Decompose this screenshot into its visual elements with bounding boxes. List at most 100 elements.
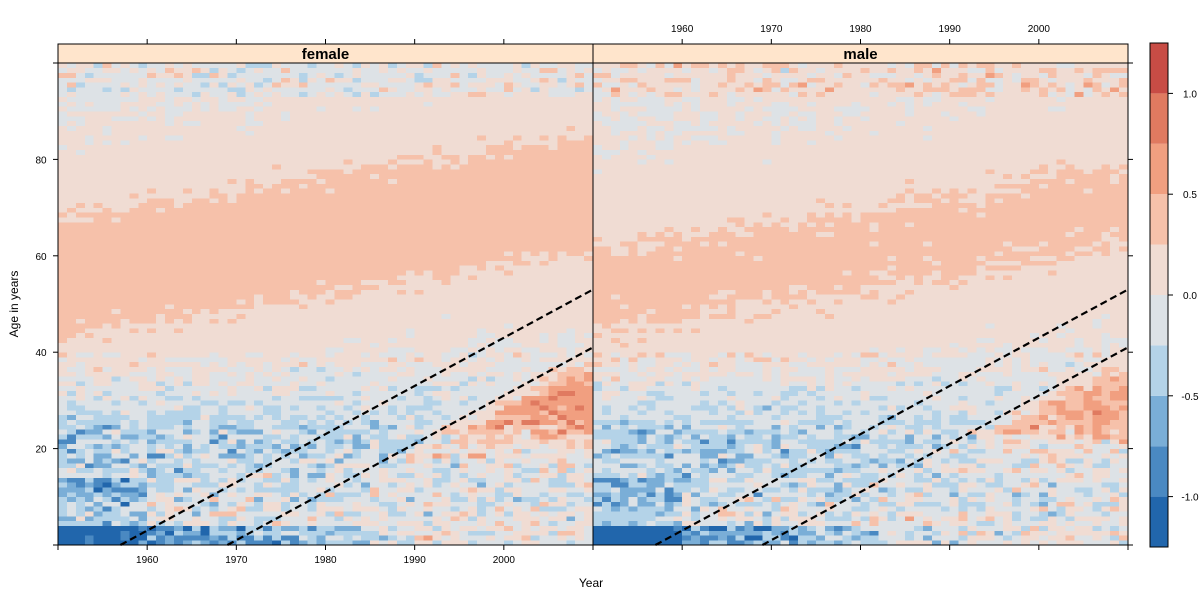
heatmap-cell [325,318,335,324]
heatmap-cell [468,164,478,170]
heatmap-cell [147,144,157,151]
heatmap-cell [102,120,112,126]
heatmap-cell [405,385,415,392]
heatmap-cell [352,443,362,449]
heatmap-cell [361,438,371,445]
heatmap-cell [450,337,460,343]
heatmap-cell [200,294,210,300]
heatmap-cell [432,419,442,425]
heatmap-cell [263,111,273,117]
heatmap-cell [343,125,353,131]
heatmap-cell [66,530,77,536]
heatmap-cell [494,193,505,199]
heatmap-cell [486,506,496,512]
heatmap-cell [298,241,308,247]
heatmap-cell [289,284,300,290]
heatmap-cell [370,116,380,122]
heatmap-cell [343,120,353,126]
heatmap-cell [191,453,201,459]
heatmap-cell [486,424,496,430]
heatmap-cell [477,395,487,401]
heatmap-cell [432,467,442,473]
heatmap-cell [343,270,353,276]
heatmap-cell [432,260,442,266]
heatmap-cell [191,318,201,324]
heatmap-cell [352,207,362,213]
heatmap-cell [432,410,442,416]
heatmap-cell [396,63,407,69]
heatmap-cell [280,159,291,165]
heatmap-cell [200,289,210,295]
heatmap-cell [272,313,282,319]
heatmap-cell [111,318,121,324]
heatmap-cell [156,72,166,78]
heatmap-cell [387,328,398,334]
heatmap-cell [361,342,371,348]
heatmap-cell [84,125,94,131]
heatmap-cell [173,154,184,160]
heatmap-cell [245,72,255,78]
heatmap-cell [218,279,228,286]
heatmap-cell [316,487,326,493]
heatmap-cell [387,299,398,305]
heatmap-cell [361,434,371,440]
heatmap-cell [379,366,389,372]
heatmap-cell [423,197,433,204]
heatmap-cell [343,82,353,88]
heatmap-cell [405,511,415,517]
heatmap-cell [129,395,139,401]
heatmap-cell [272,448,282,454]
heatmap-cell [120,250,130,257]
heatmap-cell [272,236,282,242]
heatmap-cell [191,125,201,131]
heatmap-cell [289,448,300,454]
heatmap-cell [93,419,103,425]
heatmap-cell [486,130,496,136]
heatmap-cell [147,183,157,189]
heatmap-cell [387,164,398,170]
heatmap-cell [325,453,335,459]
heatmap-cell [280,164,291,170]
heatmap-cell [414,144,424,151]
heatmap-cell [352,308,362,314]
heatmap-cell [84,458,94,464]
heatmap-cell [165,501,175,507]
heatmap-cell [173,164,184,170]
heatmap-cell [147,140,157,146]
heatmap-cell [75,222,86,228]
heatmap-cell [129,323,139,329]
heatmap-cell [298,67,308,73]
heatmap-cell [468,366,478,372]
heatmap-cell [307,236,317,242]
heatmap-cell [272,183,282,189]
heatmap-cell [468,260,478,266]
heatmap-cell [75,405,86,411]
heatmap-cell [58,491,68,498]
heatmap-cell [209,482,219,488]
heatmap-cell [334,530,344,536]
heatmap-cell [218,236,228,242]
heatmap-cell [93,405,103,411]
heatmap-cell [138,77,148,83]
heatmap-cell [218,207,228,213]
heatmap-cell [361,318,371,324]
heatmap-cell [182,246,193,252]
heatmap-cell [486,188,496,194]
heatmap-cell [182,169,193,175]
heatmap-cell [245,116,255,122]
heatmap-cell [129,352,139,358]
heatmap-cell [361,241,371,247]
heatmap-cell [352,496,362,502]
heatmap-cell [307,87,317,93]
heatmap-cell [325,241,335,247]
heatmap-cell [307,511,317,517]
heatmap-cell [334,135,344,141]
heatmap-cell [334,294,344,300]
heatmap-cell [423,424,433,430]
heatmap-cell [423,438,433,445]
heatmap-cell [227,491,237,498]
heatmap-cell [468,246,478,252]
heatmap-cell [209,371,219,377]
heatmap-cell [396,289,407,295]
heatmap-cell [334,265,344,271]
